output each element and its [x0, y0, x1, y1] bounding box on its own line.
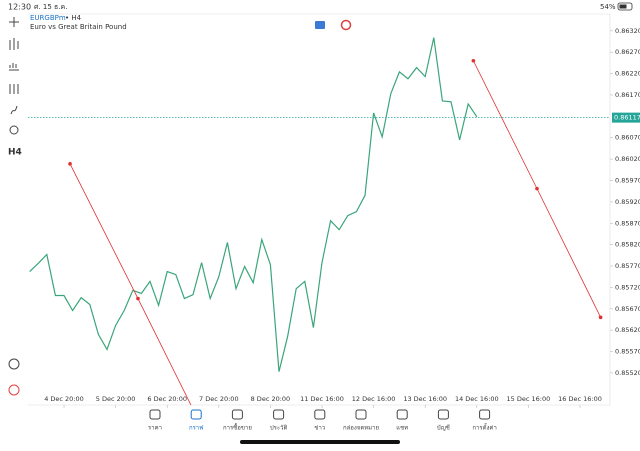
trend-drawing — [69, 163, 192, 405]
tab-label[interactable]: กล่องจดหมาย — [343, 425, 379, 432]
tab-icon[interactable] — [396, 409, 408, 420]
tab-icon[interactable] — [314, 409, 326, 420]
tab-label[interactable]: บัญชี — [437, 424, 450, 432]
drawing-anchor — [136, 296, 140, 301]
x-tick-label: 12 Dec 16:00 — [352, 395, 396, 403]
timeframe-button[interactable]: H4 — [8, 148, 22, 158]
y-tick-label: 0.86070 — [615, 134, 640, 142]
tab-label[interactable]: การซื้อขาย — [223, 422, 252, 432]
tab-label[interactable]: แชท — [396, 425, 408, 432]
status-date: ศ. 15 ธ.ค. — [34, 3, 67, 11]
y-tick-label: 0.85720 — [615, 283, 640, 291]
x-tick-label: 16 Dec 16:00 — [558, 395, 602, 403]
status-battery: 54% — [600, 3, 616, 11]
x-tick-label: 11 Dec 16:00 — [300, 395, 344, 403]
tab-icon[interactable] — [479, 409, 491, 420]
x-tick-label: 8 Dec 20:00 — [251, 395, 291, 403]
app-logo[interactable] — [8, 384, 20, 396]
y-tick-label: 0.86270 — [615, 48, 640, 56]
tab-icon[interactable] — [273, 409, 285, 420]
symbol: EURGBPm — [30, 14, 66, 22]
y-tick-label: 0.85820 — [615, 241, 640, 249]
x-tick-label: 14 Dec 16:00 — [455, 395, 499, 403]
y-tick-label: 0.85570 — [615, 348, 640, 356]
settings-tool[interactable] — [9, 84, 19, 94]
x-tick-label: 5 Dec 20:00 — [96, 395, 136, 403]
y-tick-label: 0.86320 — [615, 27, 640, 35]
y-tick-label: 0.85920 — [615, 198, 640, 206]
y-tick-label: 0.86220 — [615, 70, 640, 78]
tab-label[interactable]: การตั้งค่า — [472, 422, 496, 432]
battery-icon — [617, 2, 633, 11]
volume-tool[interactable] — [9, 63, 19, 71]
candles-tool[interactable] — [9, 38, 19, 50]
y-tick-label: 0.86170 — [615, 91, 640, 99]
y-tick-label: 0.85770 — [615, 262, 640, 270]
tab-icon[interactable] — [437, 409, 449, 420]
plot-area — [29, 37, 603, 422]
x-tick-label: 6 Dec 20:00 — [147, 395, 187, 403]
flag-icon[interactable] — [315, 21, 325, 29]
y-tick-label: 0.86020 — [615, 155, 640, 163]
y-tick-label: 0.85520 — [615, 369, 640, 377]
tab-icon[interactable] — [231, 409, 243, 420]
x-tick-label: 15 Dec 16:00 — [507, 395, 551, 403]
tab-label[interactable]: ข่าว — [314, 425, 325, 432]
y-tick-label: 0.85870 — [615, 219, 640, 227]
drawing-anchor — [471, 58, 476, 63]
current-price-label: 0.86117 — [614, 114, 640, 122]
status-time: 12:30 — [8, 3, 31, 12]
battery-level — [619, 4, 627, 9]
symbol-description: Euro vs Great Britain Pound — [30, 23, 127, 31]
crosshair-tool[interactable] — [9, 17, 19, 27]
tab-label[interactable]: ประวัติ — [270, 425, 288, 432]
drawing-anchor — [196, 418, 200, 422]
signal-icon[interactable] — [340, 19, 352, 31]
tab-icon[interactable] — [355, 409, 367, 420]
drawing-anchor — [535, 186, 539, 191]
drawing-anchor — [68, 162, 72, 166]
current-price-box — [612, 112, 640, 123]
tab-icon[interactable] — [190, 409, 202, 420]
drawing-anchor — [598, 315, 603, 320]
tab-label[interactable]: กราฟ — [189, 425, 203, 432]
left-toolbar — [8, 17, 20, 396]
y-tick-label: 0.85970 — [615, 176, 640, 184]
home-indicator — [240, 440, 400, 444]
period: • H4 — [65, 14, 82, 22]
tab-label[interactable]: ราคา — [148, 425, 162, 432]
tab-icon[interactable] — [149, 409, 161, 420]
x-tick-label: 4 Dec 20:00 — [44, 395, 84, 403]
price-line — [29, 37, 478, 372]
indicator-tool[interactable] — [10, 105, 18, 115]
x-tick-label: 7 Dec 20:00 — [199, 395, 239, 403]
y-tick-label: 0.85670 — [615, 305, 640, 313]
zoom-tool[interactable] — [8, 358, 20, 370]
x-tick-label: 13 Dec 16:00 — [403, 395, 447, 403]
y-tick-label: 0.85620 — [615, 326, 640, 334]
objects-tool[interactable] — [9, 125, 19, 135]
